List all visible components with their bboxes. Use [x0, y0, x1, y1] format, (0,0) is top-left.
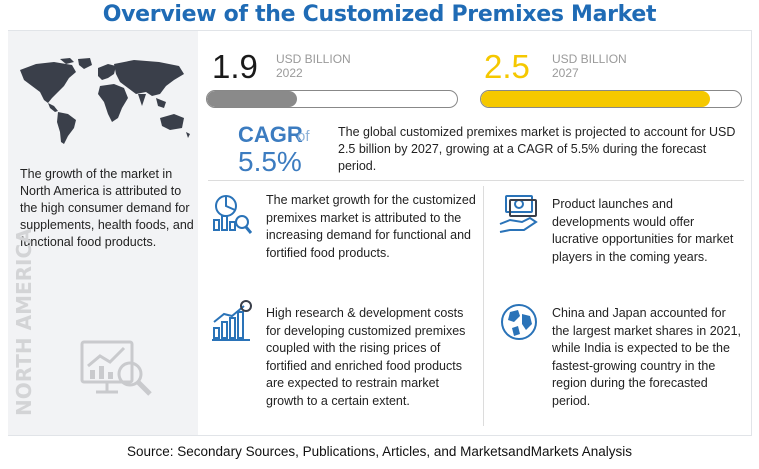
- stat-2027-unit: USD BILLION: [552, 52, 627, 66]
- market-summary: The global customized premixes market is…: [338, 125, 736, 173]
- progress-fill-2027: [481, 91, 710, 107]
- cagr-label: CAGR: [238, 122, 303, 147]
- cost-chart-icon: [212, 300, 252, 341]
- divider-vertical: [483, 186, 484, 426]
- page-title: Overview of the Customized Premixes Mark…: [102, 2, 657, 27]
- north-america-description: The growth of the market in North Americ…: [20, 167, 194, 249]
- region-label: NORTH AMERICA: [8, 228, 58, 418]
- point-restraints: High research & development costs for de…: [266, 306, 466, 408]
- stat-2027-year: 2027: [552, 66, 579, 80]
- chart-magnifier-icon: [80, 340, 152, 396]
- cagr-value: 5.5%: [238, 146, 302, 177]
- divider-horizontal: [208, 180, 744, 181]
- growth-analysis-icon: [213, 195, 252, 234]
- point-drivers: The market growth for the customized pre…: [266, 193, 476, 260]
- progress-bar-2022: [206, 90, 458, 108]
- progress-fill-2022: [207, 91, 297, 107]
- progress-bar-2027: [480, 90, 742, 108]
- cagr-of: of: [297, 128, 310, 145]
- source-note: Source: Secondary Sources, Publications,…: [127, 444, 632, 459]
- globe-icon: [501, 304, 537, 340]
- stat-2022-value: 1.9: [212, 48, 258, 85]
- stat-2027-value: 2.5: [484, 48, 530, 85]
- region-label-text: NORTH AMERICA: [12, 228, 36, 416]
- world-map-icon: [20, 58, 190, 144]
- point-regional-insight: China and Japan accounted for the larges…: [552, 306, 741, 408]
- stat-2022-year: 2022: [276, 66, 303, 80]
- stat-2022-unit: USD BILLION: [276, 52, 351, 66]
- money-hand-icon: [499, 195, 538, 233]
- point-opportunities: Product launches and developments would …: [552, 197, 734, 264]
